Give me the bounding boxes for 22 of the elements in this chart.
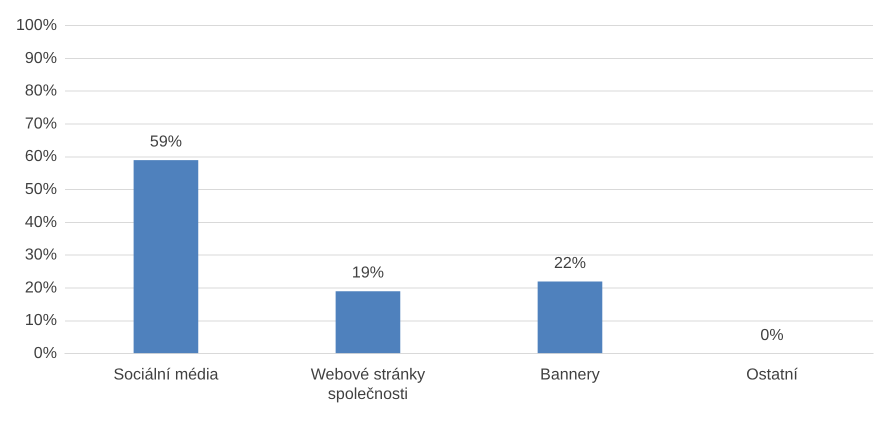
data-label: 22% (554, 254, 586, 272)
x-tick-label: Bannery (540, 366, 600, 384)
y-tick-label: 60% (24, 148, 57, 166)
y-tick-label: 30% (24, 246, 57, 264)
x-tick-label: Sociální média (113, 366, 218, 384)
y-tick-label: 90% (24, 50, 57, 67)
y-tick-label: 10% (24, 312, 57, 330)
bar (134, 160, 198, 354)
x-tick-label: Ostatní (746, 366, 798, 384)
y-tick-label: 50% (24, 181, 57, 198)
y-tick-label: 40% (24, 214, 57, 231)
y-tick-label: 20% (24, 279, 57, 296)
y-tick-label: 80% (24, 82, 57, 100)
y-tick-label: 70% (24, 115, 57, 132)
x-tick-label: Webové stránky společnosti (310, 366, 426, 403)
data-label: 19% (352, 264, 384, 282)
data-label: 59% (150, 133, 182, 150)
y-tick-label: 0% (34, 345, 57, 362)
bar (336, 291, 400, 354)
data-label: 0% (760, 327, 784, 344)
y-tick-label: 100% (16, 17, 57, 34)
bar (538, 281, 602, 354)
